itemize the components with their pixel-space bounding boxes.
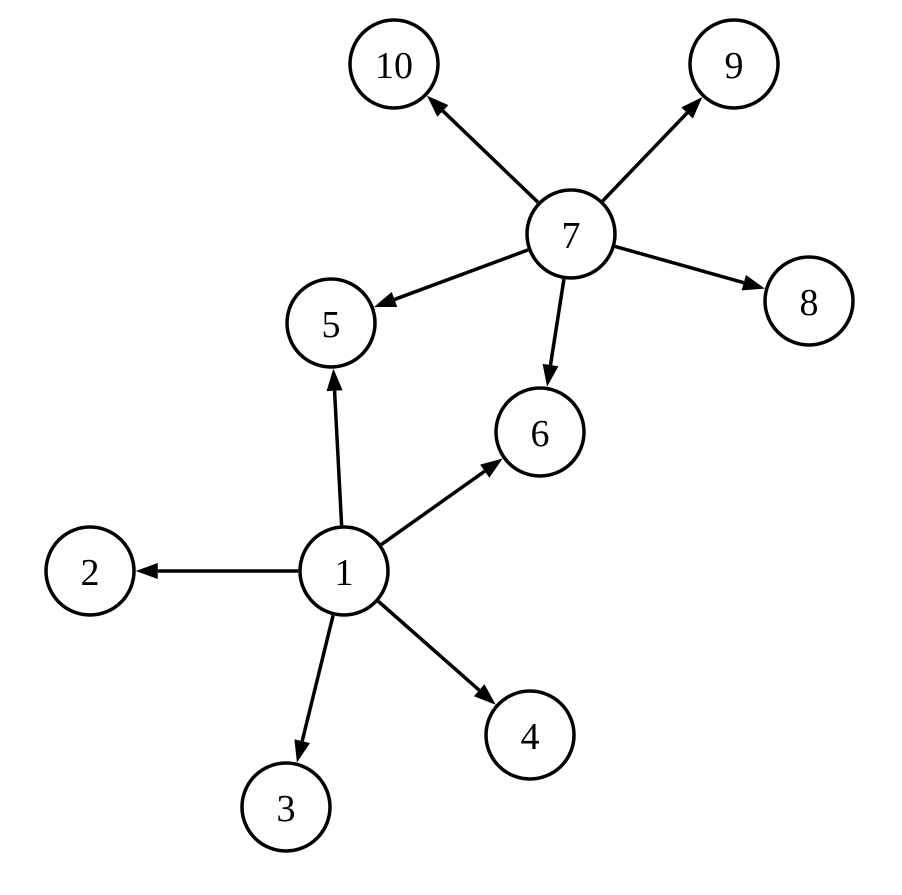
edge	[381, 471, 484, 544]
arrowhead	[374, 292, 397, 307]
node-label-9: 9	[725, 45, 744, 87]
edge	[443, 111, 538, 202]
arrowhead	[294, 739, 310, 762]
node-label-2: 2	[81, 552, 100, 594]
edge	[302, 615, 333, 741]
arrowhead	[327, 369, 343, 391]
arrowhead	[480, 458, 503, 477]
node-label-1: 1	[335, 552, 354, 594]
network-diagram: 1 2 3 4 5 6 7 8 9 10	[0, 0, 902, 895]
node-label-5: 5	[322, 304, 341, 346]
edge	[550, 279, 563, 365]
edge	[335, 391, 342, 526]
node-label-3: 3	[277, 788, 296, 830]
edge	[615, 246, 744, 282]
arrowhead	[543, 364, 559, 387]
node-label-7: 7	[562, 215, 581, 257]
edge	[395, 250, 529, 300]
edge	[603, 113, 687, 201]
arrowhead	[136, 563, 158, 579]
arrowhead	[742, 275, 765, 290]
node-label-8: 8	[800, 282, 819, 324]
node-label-6: 6	[531, 413, 550, 455]
edge	[378, 601, 479, 690]
node-label-4: 4	[521, 716, 540, 758]
node-label-10: 10	[375, 45, 413, 87]
